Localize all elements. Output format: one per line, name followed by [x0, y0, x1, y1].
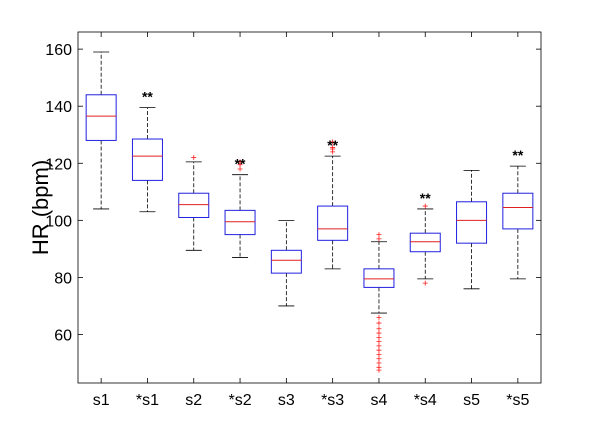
- significance-marker: **: [420, 190, 431, 206]
- iqr-box: [224, 209, 256, 236]
- outlier-point: [422, 280, 428, 286]
- x-tick-label: s5: [463, 392, 480, 409]
- x-tick-label: *s3: [321, 392, 344, 409]
- box-3: [178, 155, 210, 251]
- y-tick-label: 160: [45, 42, 72, 59]
- outlier-point: [376, 314, 382, 320]
- plot-frame: [77, 31, 542, 384]
- iqr-box: [502, 192, 534, 230]
- box-7: [363, 232, 395, 373]
- outlier-point: [376, 326, 382, 332]
- significance-marker: **: [327, 137, 338, 153]
- box-8: **: [409, 190, 441, 286]
- outlier-point: [237, 166, 243, 172]
- iqr-box: [270, 249, 302, 274]
- outlier-point: [330, 145, 336, 151]
- outlier-point: [376, 339, 382, 345]
- x-tick-label: *s4: [414, 392, 437, 409]
- x-axis-ticks: s1 *s1 s2 *s2 s3 *s3 s4 *s4 s5 *s5: [93, 32, 530, 409]
- iqr-box: [131, 138, 163, 181]
- outlier-point: [376, 320, 382, 326]
- iqr-box: [363, 268, 395, 288]
- outlier-point: [376, 360, 382, 366]
- significance-marker: **: [142, 89, 153, 105]
- y-tick-label: 100: [45, 213, 72, 230]
- outlier-point: [237, 159, 243, 165]
- outlier-point: [422, 203, 428, 209]
- outlier-point: [376, 356, 382, 362]
- iqr-box: [409, 232, 441, 253]
- x-tick-label: s4: [370, 392, 387, 409]
- outlier-point: [376, 330, 382, 336]
- x-tick-label: s2: [185, 392, 202, 409]
- significance-marker: **: [512, 147, 523, 163]
- box-series: ** ** ** ** **: [85, 51, 534, 373]
- box-4: **: [224, 156, 256, 258]
- outlier-point: [376, 351, 382, 357]
- x-tick-label: *s5: [506, 392, 529, 409]
- outlier-point: [191, 155, 197, 161]
- x-tick-label: s1: [93, 392, 110, 409]
- box-10: **: [502, 147, 534, 280]
- box-2: **: [131, 89, 163, 213]
- x-tick-label: s3: [278, 392, 295, 409]
- x-tick-label: *s2: [228, 392, 251, 409]
- iqr-box: [178, 192, 210, 218]
- y-tick-label: 140: [45, 99, 72, 116]
- significance-marker: **: [235, 156, 246, 172]
- y-tick-label: 120: [45, 156, 72, 173]
- y-axis-label: HR (bpm): [28, 160, 53, 255]
- outlier-point: [330, 139, 336, 145]
- box-5: [270, 219, 302, 307]
- y-tick-label: 60: [54, 327, 72, 344]
- outlier-point: [376, 232, 382, 238]
- iqr-box: [456, 201, 488, 244]
- box-6: **: [317, 137, 349, 270]
- outlier-point: [376, 347, 382, 353]
- outlier-point: [376, 236, 382, 242]
- iqr-box: [85, 94, 117, 141]
- box-9: [456, 170, 488, 290]
- x-tick-label: *s1: [136, 392, 159, 409]
- box-1: [85, 51, 117, 210]
- outlier-point: [376, 334, 382, 340]
- iqr-box: [317, 205, 349, 241]
- y-axis-ticks: 60 80 100 120 140 160: [45, 42, 541, 344]
- outlier-point: [376, 367, 382, 373]
- outlier-point: [376, 343, 382, 349]
- y-tick-label: 80: [54, 270, 72, 287]
